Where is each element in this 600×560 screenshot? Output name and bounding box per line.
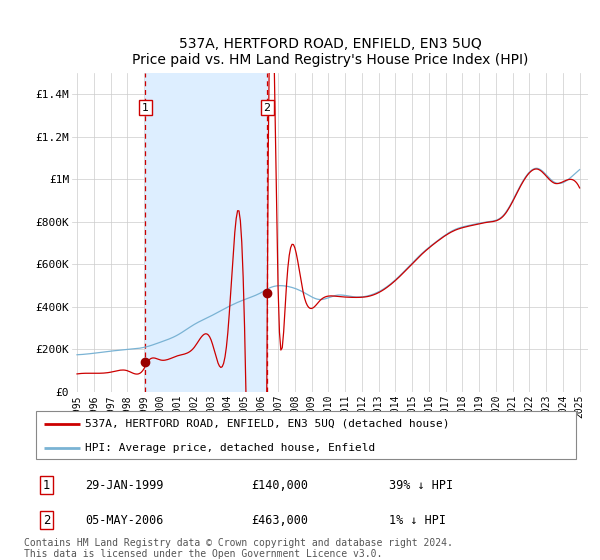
Title: 537A, HERTFORD ROAD, ENFIELD, EN3 5UQ
Price paid vs. HM Land Registry's House Pr: 537A, HERTFORD ROAD, ENFIELD, EN3 5UQ Pr… <box>132 38 528 67</box>
Text: 29-JAN-1999: 29-JAN-1999 <box>85 479 164 492</box>
Text: Contains HM Land Registry data © Crown copyright and database right 2024.
This d: Contains HM Land Registry data © Crown c… <box>23 538 452 559</box>
Text: 05-MAY-2006: 05-MAY-2006 <box>85 514 164 526</box>
Text: 537A, HERTFORD ROAD, ENFIELD, EN3 5UQ (detached house): 537A, HERTFORD ROAD, ENFIELD, EN3 5UQ (d… <box>85 419 450 429</box>
Text: £463,000: £463,000 <box>251 514 308 526</box>
Text: HPI: Average price, detached house, Enfield: HPI: Average price, detached house, Enfi… <box>85 443 376 453</box>
Text: £140,000: £140,000 <box>251 479 308 492</box>
Bar <box>145 73 267 392</box>
Text: 2: 2 <box>263 102 271 113</box>
Text: 1: 1 <box>43 479 50 492</box>
Text: 2: 2 <box>43 514 50 526</box>
Text: 1: 1 <box>142 102 149 113</box>
Text: 1% ↓ HPI: 1% ↓ HPI <box>389 514 446 526</box>
FancyBboxPatch shape <box>35 412 577 459</box>
Text: 39% ↓ HPI: 39% ↓ HPI <box>389 479 453 492</box>
